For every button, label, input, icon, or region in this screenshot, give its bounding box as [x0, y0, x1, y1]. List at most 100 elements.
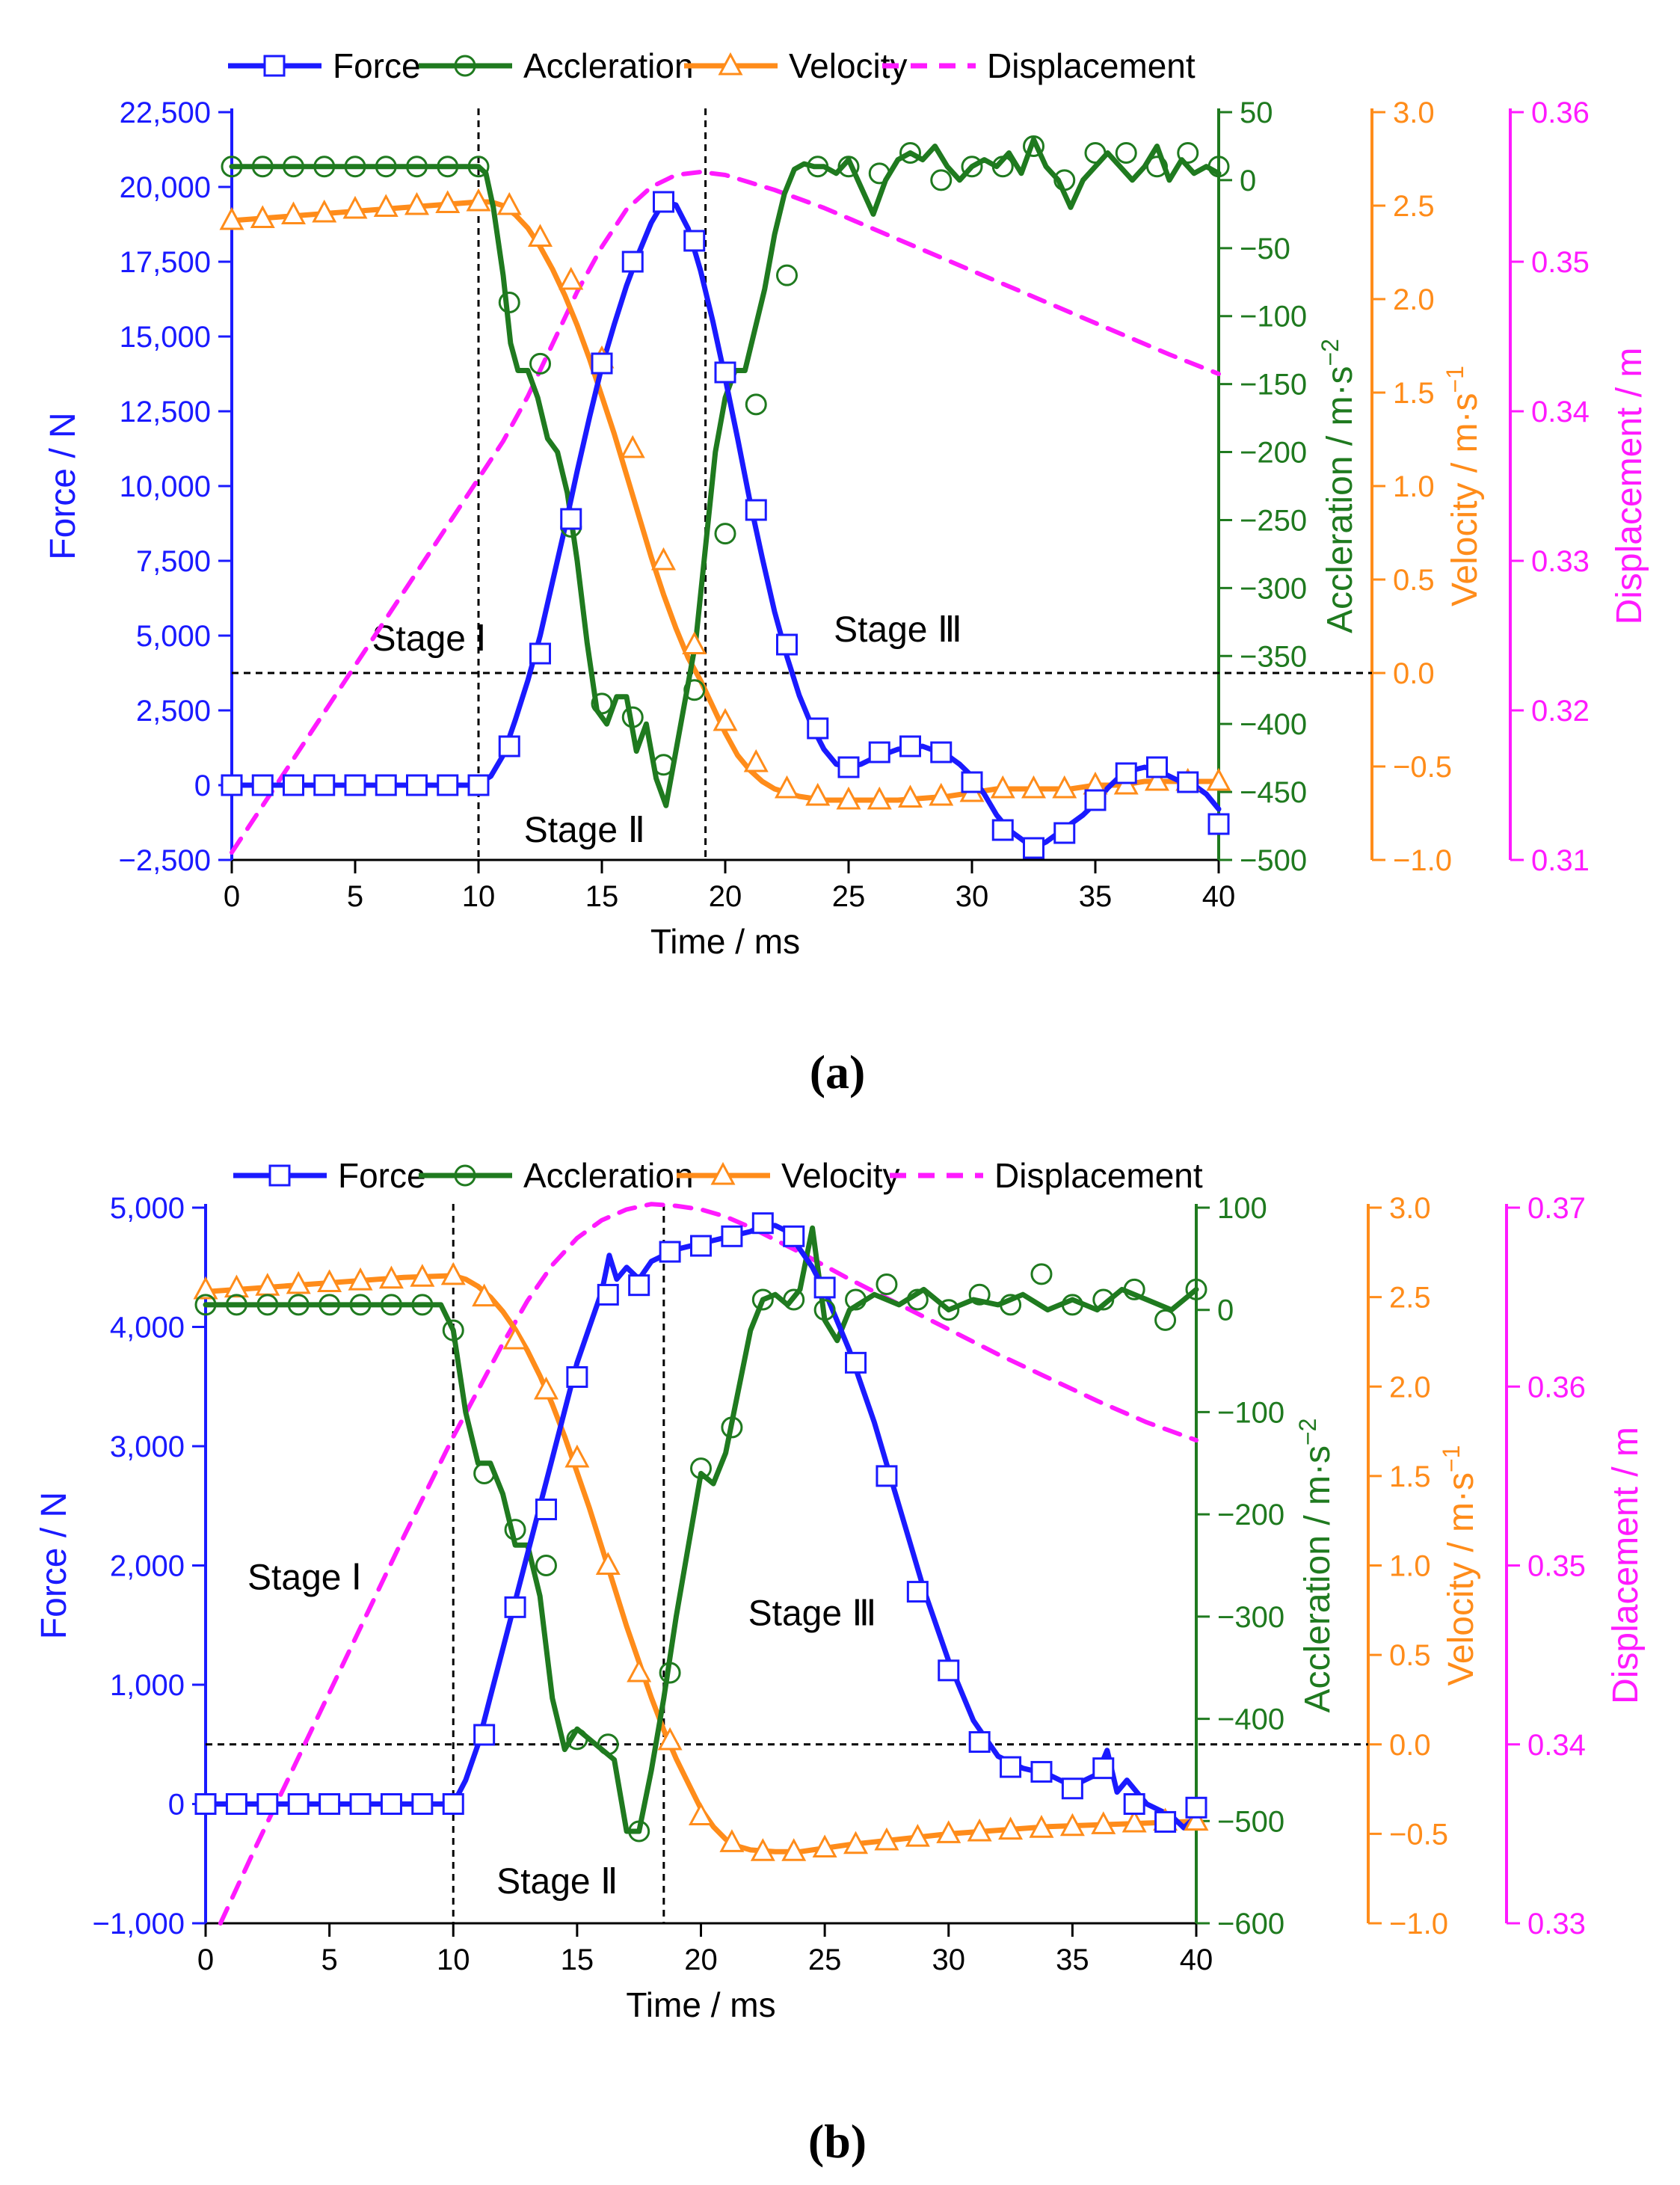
force-data-point	[899, 735, 921, 757]
velocity-data-point	[1091, 1811, 1116, 1834]
acceleration-data-point	[961, 156, 983, 178]
acceleration-data-point	[473, 1462, 496, 1484]
legend-label-force: Force	[333, 46, 421, 85]
force-tick-label: 0	[194, 769, 211, 802]
velocity-data-point	[657, 1727, 683, 1751]
x-tick-label: 30	[932, 1943, 966, 1976]
stage-label-2: Stage Ⅱ	[524, 811, 645, 850]
force-data-point	[659, 1241, 681, 1263]
acceleration-data-point	[930, 169, 953, 191]
velocity-tick-label: 1.0	[1389, 1550, 1431, 1583]
force-data-point	[813, 1276, 836, 1299]
force-data-point	[498, 735, 520, 757]
force-tick-label: 5,000	[110, 1192, 185, 1225]
force-data-point	[721, 1225, 743, 1247]
force-data-point	[283, 774, 304, 796]
velocity-tick-label: 0.0	[1389, 1729, 1431, 1762]
force-axis-label: Force / N	[34, 1492, 74, 1639]
acceleration-data-point	[683, 679, 706, 701]
force-data-point	[906, 1581, 929, 1603]
legend-marker-force	[268, 1164, 291, 1187]
velocity-data-point	[719, 1829, 745, 1852]
velocity-data-point	[620, 434, 645, 458]
acceleration-data-point	[1092, 1288, 1115, 1311]
force-data-point	[344, 774, 366, 796]
velocity-data-point	[342, 195, 368, 219]
panel-a-caption: (a)	[810, 1045, 866, 1098]
acceleration-data-point	[529, 352, 551, 375]
acceleration-data-point	[1154, 1309, 1177, 1331]
acceleration-axis-unit-exponent: −2	[1317, 339, 1344, 366]
velocity-data-point	[250, 205, 275, 228]
force-data-point	[221, 774, 243, 796]
x-axis-label: Time / ms	[650, 922, 800, 961]
displacement-tick-label: 0.36	[1531, 96, 1590, 129]
velocity-data-point	[1052, 775, 1077, 799]
velocity-data-point	[312, 199, 337, 223]
displacement-tick-label: 0.36	[1527, 1371, 1586, 1404]
force-tick-label: 5,000	[136, 620, 211, 653]
force-data-point	[968, 1731, 991, 1754]
acceleration-data-point	[1023, 135, 1044, 157]
force-data-point	[319, 1793, 341, 1815]
x-tick-label: 0	[224, 880, 240, 913]
force-tick-label: 4,000	[110, 1312, 185, 1345]
velocity-data-point	[502, 1326, 528, 1350]
force-data-point	[225, 1793, 247, 1815]
acceleration-data-point	[868, 162, 890, 185]
velocity-data-point	[280, 201, 307, 224]
velocity-data-point	[286, 1270, 311, 1294]
x-tick-label: 5	[321, 1943, 338, 1976]
velocity-data-point	[595, 1552, 621, 1575]
force-data-point	[349, 1793, 372, 1815]
legend-label-displacement: Displacement	[987, 46, 1196, 85]
velocity-data-point	[1059, 1813, 1085, 1837]
velocity-data-point	[812, 1834, 837, 1858]
x-tick-label: 40	[1202, 880, 1236, 913]
velocity-axis-label: Velocity / m·s−1	[1441, 366, 1485, 606]
acceleration-tick-label: 100	[1217, 1192, 1267, 1225]
velocity-tick-label: 2.5	[1389, 1282, 1431, 1315]
acceleration-data-point	[621, 706, 644, 728]
acceleration-data-point	[380, 1294, 402, 1316]
acceleration-data-point	[591, 692, 613, 715]
acceleration-data-point	[287, 1294, 310, 1316]
velocity-data-point	[929, 782, 954, 806]
velocity-data-point	[559, 266, 584, 290]
acceleration-data-point	[1177, 142, 1199, 165]
velocity-tick-label: 2.5	[1393, 190, 1435, 223]
force-data-point	[837, 756, 860, 778]
force-data-point	[437, 774, 459, 796]
acceleration-tick-label: 50	[1240, 96, 1273, 129]
force-data-point	[1084, 789, 1107, 811]
x-tick-label: 10	[437, 1943, 470, 1976]
acceleration-data-point	[845, 1288, 867, 1311]
acceleration-data-point	[194, 1294, 217, 1316]
x-tick-label: 30	[956, 880, 989, 913]
velocity-data-point	[378, 1265, 404, 1289]
acceleration-data-point	[498, 292, 520, 314]
displacement-tick-label: 0.34	[1527, 1729, 1586, 1762]
force-tick-label: 12,500	[120, 396, 211, 428]
stage-label-3: Stage Ⅲ	[834, 610, 962, 650]
force-data-point	[1123, 1793, 1145, 1815]
force-data-point	[991, 819, 1014, 841]
force-data-point	[1053, 822, 1076, 844]
force-data-point	[566, 1365, 588, 1388]
acceleration-data-point	[349, 1294, 372, 1316]
force-data-point	[1207, 813, 1230, 835]
displacement-tick-label: 0.33	[1527, 1908, 1586, 1940]
velocity-tick-label: 3.0	[1393, 96, 1435, 129]
acceleration-tick-label: −300	[1240, 572, 1307, 605]
acceleration-data-point	[375, 156, 397, 178]
displacement-tick-label: 0.33	[1531, 545, 1590, 578]
force-data-point	[876, 1465, 898, 1487]
force-data-point	[751, 1212, 774, 1235]
acceleration-tick-label: −50	[1240, 233, 1290, 265]
legend-marker-velocity	[718, 52, 743, 76]
velocity-data-point	[435, 190, 461, 213]
panel-b-chart: 0 5 10 15 20 25 30 35 40 Time / ms −1,000 0 1,000 2,0…	[34, 1156, 1646, 2024]
velocity-data-point	[750, 1838, 775, 1861]
velocity-data-point	[905, 1823, 930, 1847]
displacement-tick-label: 0.35	[1527, 1550, 1586, 1583]
